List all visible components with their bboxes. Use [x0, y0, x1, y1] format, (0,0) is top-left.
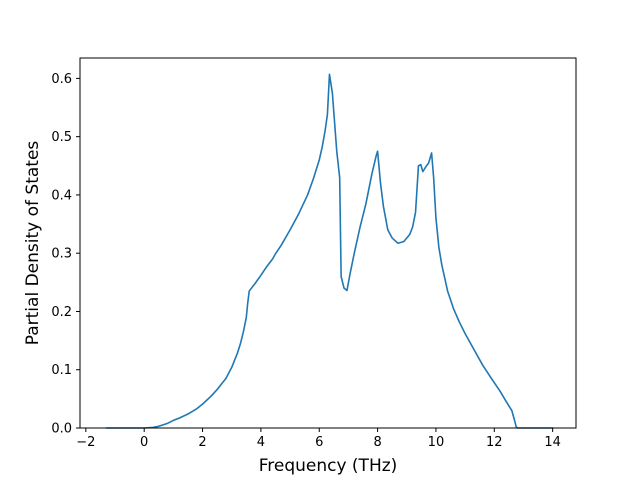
x-tick-label: 10 — [428, 435, 445, 450]
x-tick-label: 2 — [198, 435, 206, 450]
x-tick-label: 4 — [257, 435, 265, 450]
y-tick-label: 0.3 — [51, 247, 72, 262]
x-tick-label: 12 — [486, 435, 503, 450]
x-tick-label: 14 — [544, 435, 561, 450]
y-axis-label: Partial Density of States — [23, 141, 43, 346]
y-tick-label: 0.4 — [51, 188, 72, 203]
y-tick-label: 0.2 — [51, 305, 72, 320]
y-tick-label: 0.5 — [51, 130, 72, 145]
x-tick-label: 6 — [315, 435, 323, 450]
x-axis-label: Frequency (THz) — [259, 456, 398, 476]
x-tick-label: −2 — [76, 435, 95, 450]
x-tick-label: 8 — [373, 435, 381, 450]
y-tick-label: 0.6 — [51, 72, 72, 87]
axis-ticks: −2 0 2 4 6 8 10 12 14 0.0 0.1 0.2 0.3 0.4 0.5 0.6 — [51, 72, 561, 450]
y-tick-label: 0.0 — [51, 422, 72, 437]
x-tick-label: 0 — [140, 435, 148, 450]
y-tick-label: 0.1 — [51, 363, 72, 378]
pdos-series-line — [105, 73, 554, 429]
axes-frame — [79, 57, 577, 429]
plot-area — [105, 73, 554, 429]
